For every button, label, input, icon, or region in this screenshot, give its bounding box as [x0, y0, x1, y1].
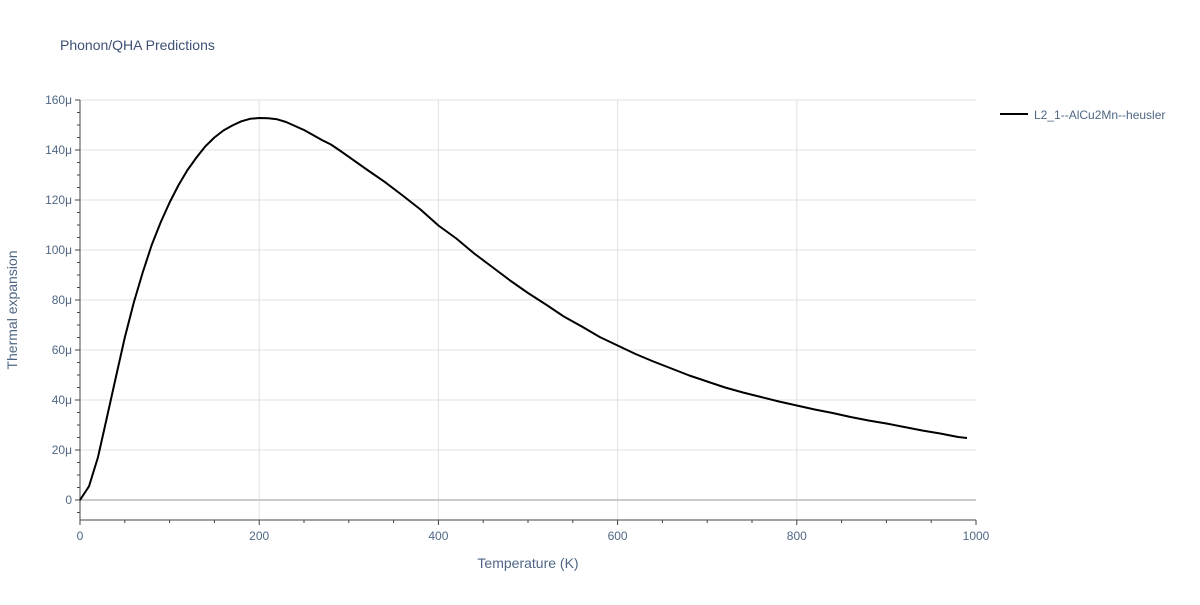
x-axis-title: Temperature (K)	[477, 555, 578, 571]
x-tick-label: 0	[77, 529, 84, 543]
chart-title: Phonon/QHA Predictions	[60, 37, 215, 53]
series-layer	[79, 117, 968, 501]
axes: 0 200 400 600 800 1000 0 20μ 40μ 60μ 80μ 100μ 120μ 14…	[45, 93, 990, 543]
x-tick-label: 400	[428, 529, 448, 543]
y-tick-label: 120μ	[45, 193, 72, 207]
x-tick-label: 1000	[963, 529, 990, 543]
y-tick-label: 160μ	[45, 93, 72, 107]
y-tick-label: 100μ	[45, 243, 72, 257]
y-tick-label: 140μ	[45, 143, 72, 157]
x-tick-label: 200	[249, 529, 269, 543]
y-axis-title: Thermal expansion	[4, 250, 20, 369]
x-tick-label: 600	[608, 529, 628, 543]
y-tick-label: 20μ	[52, 443, 72, 457]
y-tick-label: 40μ	[52, 393, 72, 407]
y-tick-label: 0	[65, 493, 72, 507]
x-tick-label: 800	[787, 529, 807, 543]
y-tick-label: 60μ	[52, 343, 72, 357]
grid	[80, 99, 976, 520]
legend[interactable]: L2_1--AlCu2Mn--heusler	[1000, 108, 1165, 122]
y-tick-label: 80μ	[52, 293, 72, 307]
series-line-0	[79, 117, 968, 501]
legend-label-series-0: L2_1--AlCu2Mn--heusler	[1034, 108, 1165, 122]
